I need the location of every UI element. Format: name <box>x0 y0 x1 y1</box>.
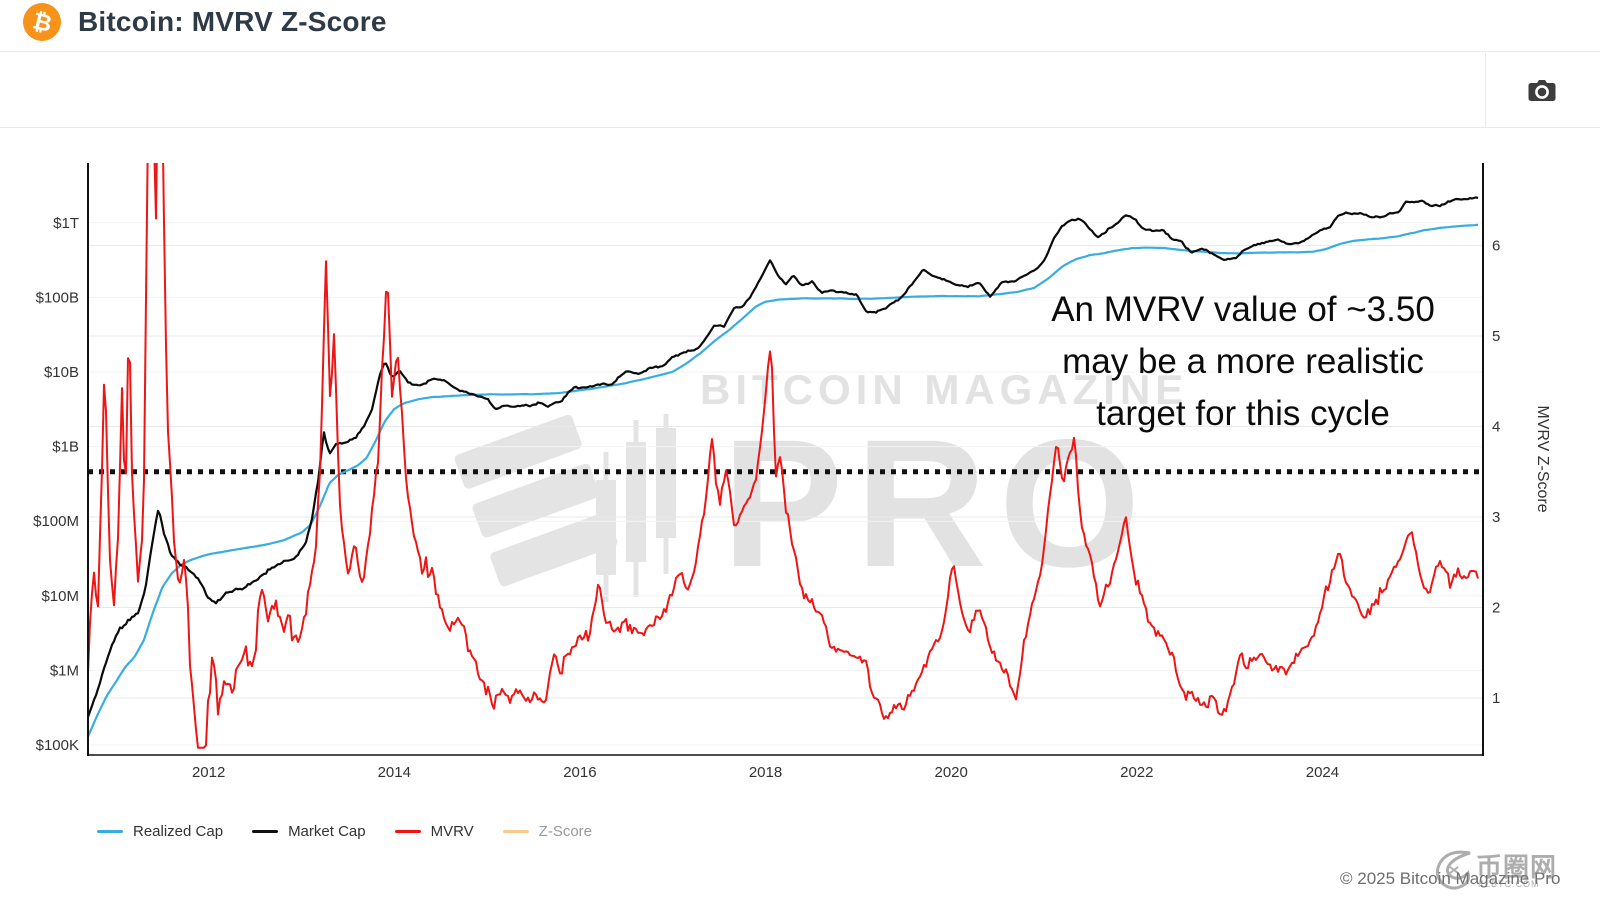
watermark-subtext: KLBTC.COM <box>1478 879 1540 889</box>
y-right-tick: 2 <box>1492 600 1500 617</box>
y-left-tick: $10B <box>44 364 79 381</box>
chart-legend: Realized Cap Market Cap MVRV Z-Score <box>97 818 606 844</box>
chart-annotation: An MVRV value of ~3.50 may be a more rea… <box>1012 284 1474 440</box>
y-left-tick: $100K <box>36 737 79 754</box>
x-axis-tick: 2024 <box>1306 764 1339 781</box>
y-left-tick: $1B <box>52 439 79 456</box>
legend-swatch <box>502 829 529 833</box>
page-header: ₿ Bitcoin: MVRV Z-Score <box>0 0 1600 52</box>
watermark-text-line1: BITCOIN MAGAZINE <box>700 366 1188 413</box>
series-realized-cap <box>88 223 1479 737</box>
legend-item-market-cap[interactable]: Market Cap <box>252 823 380 840</box>
y-right-tick: 4 <box>1492 419 1500 436</box>
page-title: Bitcoin: MVRV Z-Score <box>78 6 387 37</box>
chart-toolbar <box>0 53 1600 128</box>
legend-swatch <box>394 829 421 833</box>
legend-swatch <box>97 829 123 833</box>
x-axis-tick: 2022 <box>1120 764 1153 781</box>
legend-item-mvrv[interactable]: MVRV <box>394 822 488 840</box>
x-axis-tick: 2020 <box>934 764 967 781</box>
y-left-tick: $1M <box>50 662 79 679</box>
watermark-cn-text: 币圈网 <box>1476 852 1558 882</box>
legend-label: Market Cap <box>288 822 366 840</box>
annotation-line-3: target for this cycle <box>1096 394 1390 433</box>
legend-label: Realized Cap <box>133 822 224 840</box>
bitcoin-icon: ₿ <box>23 3 61 41</box>
y-right-axis-title: MVRV Z-Score <box>1534 405 1551 512</box>
y-left-tick: $10M <box>41 588 79 605</box>
legend-item-z-score[interactable]: Z-Score <box>502 822 606 840</box>
y-left-tick: $100B <box>36 289 79 306</box>
watermark-text-line2: PRO <box>722 401 1152 605</box>
x-axis-tick: 2018 <box>749 764 782 781</box>
series-mvrv <box>88 163 1479 749</box>
annotation-line-1: An MVRV value of ~3.50 <box>1051 290 1435 329</box>
y-right-tick: 1 <box>1492 690 1500 707</box>
watermark-swoosh-icon <box>1435 850 1471 890</box>
y-left-tick: $1T <box>53 215 79 232</box>
legend-label: MVRV <box>430 822 474 840</box>
copyright-text: © 2025 Bitcoin Magazine Pro <box>1340 869 1561 888</box>
x-axis-tick: 2012 <box>192 764 225 781</box>
y-left-tick: $100M <box>33 513 79 530</box>
annotation-line-2: may be a more realistic <box>1062 342 1424 381</box>
legend-item-realized-cap[interactable]: Realized Cap <box>97 823 237 840</box>
legend-swatch <box>252 829 279 833</box>
toolbar-divider <box>1485 53 1486 128</box>
y-right-tick: 5 <box>1492 328 1500 345</box>
x-axis-tick: 2014 <box>378 764 411 781</box>
y-right-tick: 6 <box>1492 238 1500 255</box>
camera-icon[interactable] <box>1524 77 1560 107</box>
legend-label: Z-Score <box>538 822 593 840</box>
y-right-tick: 3 <box>1492 509 1500 526</box>
x-axis-tick: 2016 <box>563 764 596 781</box>
